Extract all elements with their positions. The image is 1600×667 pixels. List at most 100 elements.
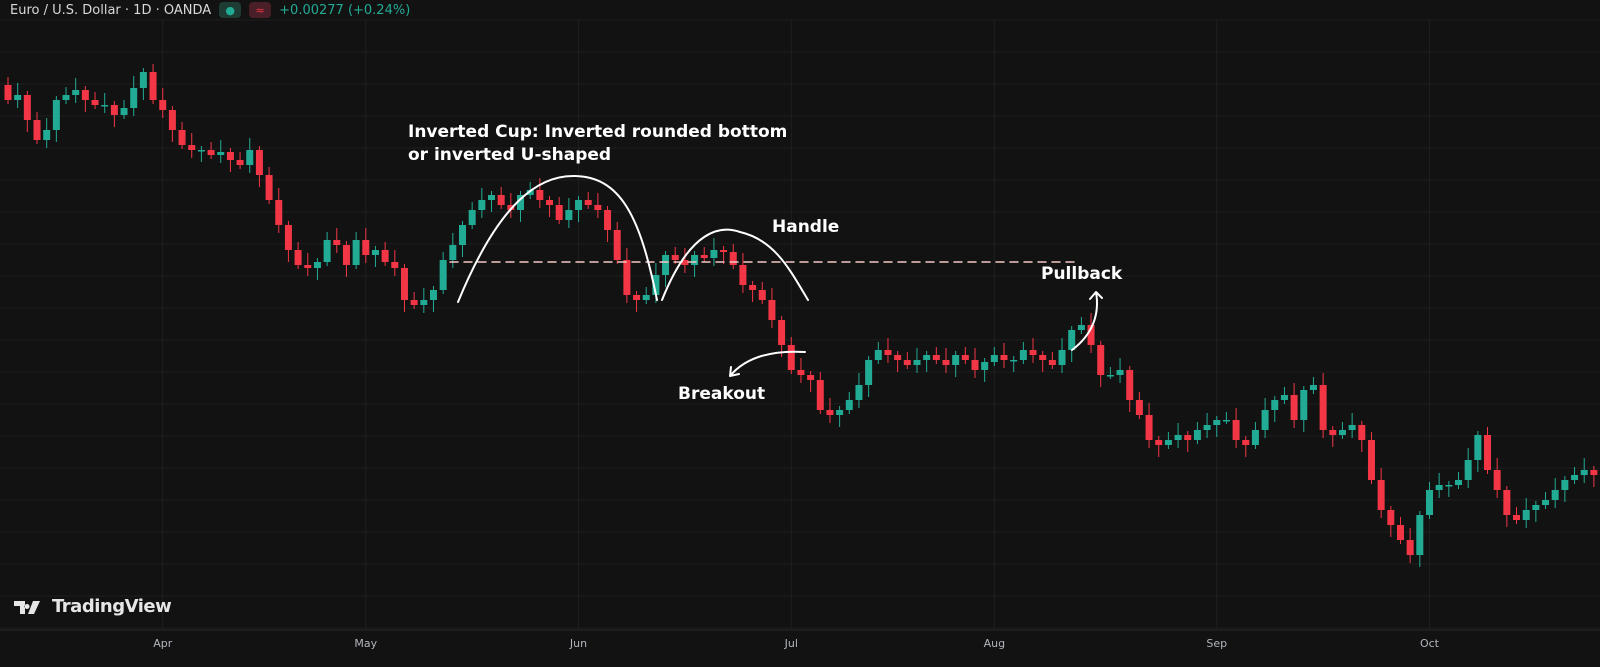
candle: [517, 191, 525, 222]
candle-body: [333, 240, 341, 245]
candle-body: [894, 355, 902, 360]
candle: [874, 342, 882, 364]
tradingview-logo[interactable]: TradingView: [14, 596, 172, 617]
candle-body: [1077, 325, 1085, 330]
candle-body: [1367, 440, 1375, 480]
candle: [1590, 466, 1598, 487]
candle: [1068, 326, 1076, 362]
candle-body: [816, 380, 824, 410]
candle-body: [449, 245, 457, 260]
candle-body: [304, 265, 312, 268]
candle-body: [1377, 480, 1385, 510]
candle: [971, 348, 979, 378]
candle: [1425, 482, 1433, 519]
candle-body: [1551, 490, 1559, 500]
candle-body: [226, 152, 234, 160]
candle-body: [381, 250, 389, 262]
candle: [410, 292, 418, 309]
candle: [420, 288, 428, 313]
candle-body: [72, 90, 80, 95]
candle-body: [1358, 425, 1366, 440]
candle-body: [1425, 490, 1433, 515]
candle-body: [1561, 480, 1569, 490]
candle-body: [913, 360, 921, 365]
candle-body: [923, 355, 931, 360]
logo-text: TradingView: [52, 596, 172, 617]
candle-body: [507, 205, 515, 210]
candle-body: [797, 370, 805, 375]
candle-body: [1048, 360, 1056, 365]
candle: [691, 251, 699, 277]
grid-lines: [0, 19, 1600, 631]
delayed-data-icon[interactable]: ≈: [249, 2, 272, 18]
candle: [1029, 338, 1037, 363]
candle-body: [468, 210, 476, 225]
candle-body: [149, 72, 157, 100]
candle-body: [555, 205, 563, 220]
candle-body: [1126, 370, 1134, 400]
candle-body: [1300, 390, 1308, 420]
candle: [323, 232, 331, 266]
annotation-drawings: [449, 174, 1103, 377]
candle: [642, 287, 650, 304]
candle: [1338, 422, 1346, 439]
candle-body: [371, 250, 379, 255]
candle-body: [1484, 435, 1492, 470]
candle: [1164, 432, 1172, 449]
candle: [633, 291, 641, 312]
candle-body: [1135, 400, 1143, 415]
candle: [246, 138, 254, 173]
price-change: +0.00277 (+0.24%): [279, 2, 411, 18]
candle: [1010, 356, 1018, 372]
month-label-sep: Sep: [1206, 637, 1228, 650]
candle: [1406, 528, 1414, 563]
candle: [662, 251, 670, 287]
candle-body: [1455, 480, 1462, 485]
candle-body: [865, 360, 873, 385]
candle: [797, 358, 805, 383]
month-label-aug: Aug: [983, 637, 1006, 650]
candle: [584, 192, 592, 209]
market-open-icon: ●: [219, 2, 242, 18]
candle-body: [536, 190, 544, 200]
candle-body: [971, 360, 979, 370]
candle: [758, 282, 766, 304]
candle-body: [1155, 440, 1163, 445]
handle-arc: [661, 228, 809, 301]
candle-body: [1271, 400, 1279, 410]
candle: [1435, 473, 1443, 498]
candle: [333, 228, 341, 253]
candle-body: [1039, 355, 1047, 360]
candle: [1329, 426, 1337, 447]
candle: [265, 167, 273, 204]
candle: [1464, 448, 1472, 488]
candle-body: [652, 275, 660, 295]
candle-body: [1319, 385, 1327, 430]
candle: [1048, 352, 1056, 369]
candle: [555, 197, 563, 224]
candle: [130, 76, 138, 116]
candle: [371, 246, 379, 267]
candle: [478, 188, 486, 218]
candle: [120, 100, 128, 119]
candle: [62, 87, 70, 104]
candle-body: [62, 95, 70, 100]
candle: [884, 338, 892, 363]
candle-body: [903, 360, 911, 365]
candle: [700, 247, 708, 262]
candle-body: [778, 320, 786, 345]
symbol-title[interactable]: Euro / U.S. Dollar · 1D · OANDA: [10, 2, 212, 18]
candle: [1213, 416, 1221, 437]
tradingview-logo-icon: [14, 600, 40, 614]
candle-body: [1580, 470, 1588, 475]
candle-body: [768, 300, 776, 320]
candle: [110, 101, 118, 127]
candle-body: [942, 360, 950, 365]
candle-body: [1493, 470, 1501, 490]
candle: [826, 398, 834, 423]
candle-body: [352, 240, 360, 265]
candle: [23, 91, 31, 132]
candle-body: [1010, 360, 1018, 362]
candle: [1542, 492, 1550, 509]
